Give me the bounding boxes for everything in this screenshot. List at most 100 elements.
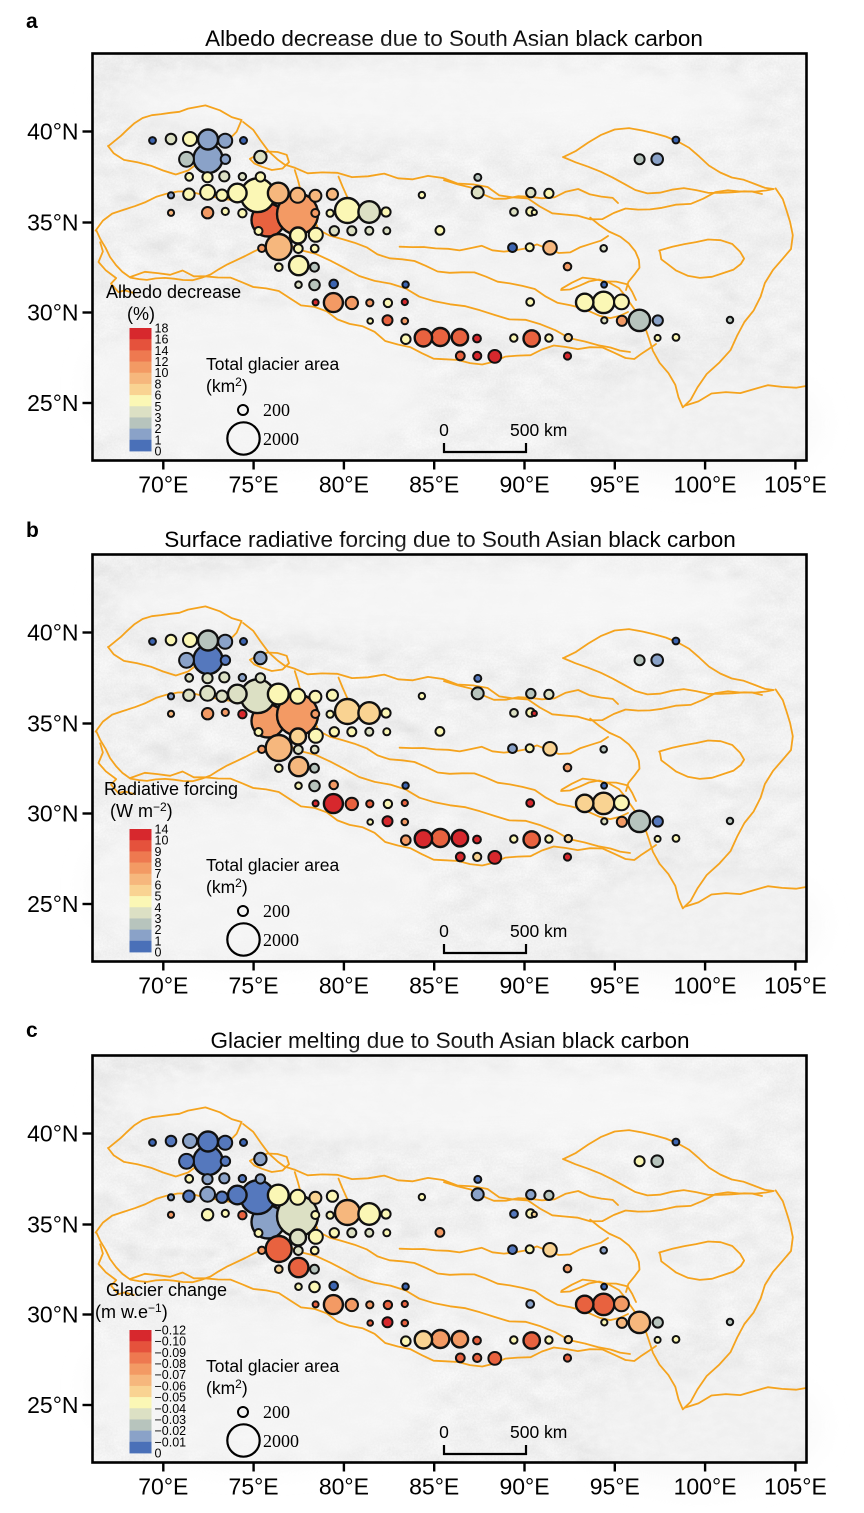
svg-text:−0.08: −0.08	[155, 1357, 187, 1371]
svg-text:5: 5	[155, 400, 162, 414]
svg-text:200: 200	[263, 901, 290, 921]
svg-text:75°E: 75°E	[229, 472, 279, 498]
svg-text:4: 4	[155, 901, 162, 915]
svg-text:b: b	[26, 519, 39, 542]
svg-text:Glacier change: Glacier change	[106, 1280, 227, 1300]
svg-text:100°E: 100°E	[674, 973, 737, 999]
svg-text:25°N: 25°N	[27, 390, 78, 416]
svg-text:80°E: 80°E	[319, 1474, 369, 1500]
svg-text:90°E: 90°E	[499, 472, 549, 498]
svg-text:Total glacier area: Total glacier area	[206, 354, 340, 374]
svg-text:25°N: 25°N	[27, 891, 78, 917]
svg-text:2000: 2000	[263, 1431, 299, 1451]
svg-text:−0.09: −0.09	[155, 1346, 187, 1360]
svg-text:(km2): (km2)	[206, 375, 248, 396]
svg-text:8: 8	[155, 377, 162, 391]
svg-text:14: 14	[155, 823, 169, 837]
svg-text:90°E: 90°E	[499, 1474, 549, 1500]
svg-text:1: 1	[155, 433, 162, 447]
svg-text:−0.05: −0.05	[155, 1391, 187, 1405]
svg-text:35°N: 35°N	[27, 711, 78, 737]
svg-text:105°E: 105°E	[764, 472, 827, 498]
svg-text:9: 9	[155, 845, 162, 859]
svg-text:25°N: 25°N	[27, 1392, 78, 1418]
svg-text:30°N: 30°N	[27, 1302, 78, 1328]
svg-text:(%): (%)	[127, 304, 155, 324]
svg-text:75°E: 75°E	[229, 1474, 279, 1500]
svg-text:−0.04: −0.04	[155, 1402, 187, 1416]
svg-text:3: 3	[155, 411, 162, 425]
svg-text:8: 8	[155, 856, 162, 870]
svg-text:40°N: 40°N	[27, 1121, 78, 1147]
svg-text:70°E: 70°E	[138, 472, 188, 498]
svg-text:2: 2	[155, 923, 162, 937]
svg-text:−0.06: −0.06	[155, 1379, 187, 1393]
svg-text:Surface radiative forcing due: Surface radiative forcing due to South A…	[164, 527, 736, 552]
svg-text:80°E: 80°E	[319, 973, 369, 999]
svg-text:−0.07: −0.07	[155, 1368, 187, 1382]
svg-text:40°N: 40°N	[27, 620, 78, 646]
svg-text:−0.03: −0.03	[155, 1413, 187, 1427]
svg-text:200: 200	[263, 1402, 290, 1422]
svg-text:85°E: 85°E	[409, 1474, 459, 1500]
svg-text:c: c	[26, 1019, 38, 1042]
svg-text:0: 0	[155, 445, 162, 459]
svg-text:0: 0	[439, 1422, 449, 1442]
svg-text:(km2): (km2)	[206, 876, 248, 897]
svg-text:500 km: 500 km	[510, 921, 567, 941]
svg-text:5: 5	[155, 890, 162, 904]
svg-text:90°E: 90°E	[499, 973, 549, 999]
svg-text:Albedo decrease due to South A: Albedo decrease due to South Asian black…	[205, 26, 703, 51]
svg-text:a: a	[26, 10, 38, 33]
svg-text:−0.01: −0.01	[155, 1435, 187, 1449]
svg-text:−0.02: −0.02	[155, 1424, 187, 1438]
svg-text:0: 0	[155, 946, 162, 960]
svg-text:14: 14	[155, 344, 169, 358]
svg-text:1: 1	[155, 934, 162, 948]
svg-text:85°E: 85°E	[409, 472, 459, 498]
svg-text:105°E: 105°E	[764, 1474, 827, 1500]
svg-text:Total glacier area: Total glacier area	[206, 855, 340, 875]
svg-text:70°E: 70°E	[138, 973, 188, 999]
svg-text:80°E: 80°E	[319, 472, 369, 498]
svg-text:3: 3	[155, 912, 162, 926]
svg-text:30°N: 30°N	[27, 801, 78, 827]
svg-text:30°N: 30°N	[27, 300, 78, 326]
svg-text:105°E: 105°E	[764, 973, 827, 999]
svg-text:200: 200	[263, 400, 290, 420]
svg-text:35°N: 35°N	[27, 1212, 78, 1238]
svg-text:95°E: 95°E	[590, 472, 640, 498]
svg-text:Glacier melting due to South A: Glacier melting due to South Asian black…	[210, 1028, 689, 1053]
svg-text:75°E: 75°E	[229, 973, 279, 999]
svg-text:100°E: 100°E	[674, 472, 737, 498]
svg-text:10: 10	[155, 366, 169, 380]
svg-text:Total glacier area: Total glacier area	[206, 1356, 340, 1376]
svg-text:500 km: 500 km	[510, 420, 567, 440]
svg-text:18: 18	[155, 322, 169, 336]
svg-text:2: 2	[155, 422, 162, 436]
svg-text:0: 0	[439, 921, 449, 941]
svg-text:70°E: 70°E	[138, 1474, 188, 1500]
svg-text:95°E: 95°E	[590, 1474, 640, 1500]
svg-text:0: 0	[155, 1447, 162, 1461]
svg-text:2000: 2000	[263, 429, 299, 449]
svg-text:6: 6	[155, 389, 162, 403]
svg-text:35°N: 35°N	[27, 210, 78, 236]
svg-text:6: 6	[155, 878, 162, 892]
svg-text:12: 12	[155, 355, 169, 369]
svg-text:16: 16	[155, 333, 169, 347]
svg-text:95°E: 95°E	[590, 973, 640, 999]
svg-text:2000: 2000	[263, 930, 299, 950]
svg-text:10: 10	[155, 834, 169, 848]
svg-text:85°E: 85°E	[409, 973, 459, 999]
svg-text:Radiative forcing: Radiative forcing	[104, 779, 238, 799]
svg-text:0: 0	[439, 420, 449, 440]
svg-text:500 km: 500 km	[510, 1422, 567, 1442]
svg-text:−0.10: −0.10	[155, 1335, 187, 1349]
svg-text:−0.12: −0.12	[155, 1324, 187, 1338]
svg-text:Albedo decrease: Albedo decrease	[106, 282, 241, 302]
svg-text:7: 7	[155, 867, 162, 881]
svg-text:(km2): (km2)	[206, 1377, 248, 1398]
svg-text:40°N: 40°N	[27, 119, 78, 145]
svg-text:100°E: 100°E	[674, 1474, 737, 1500]
